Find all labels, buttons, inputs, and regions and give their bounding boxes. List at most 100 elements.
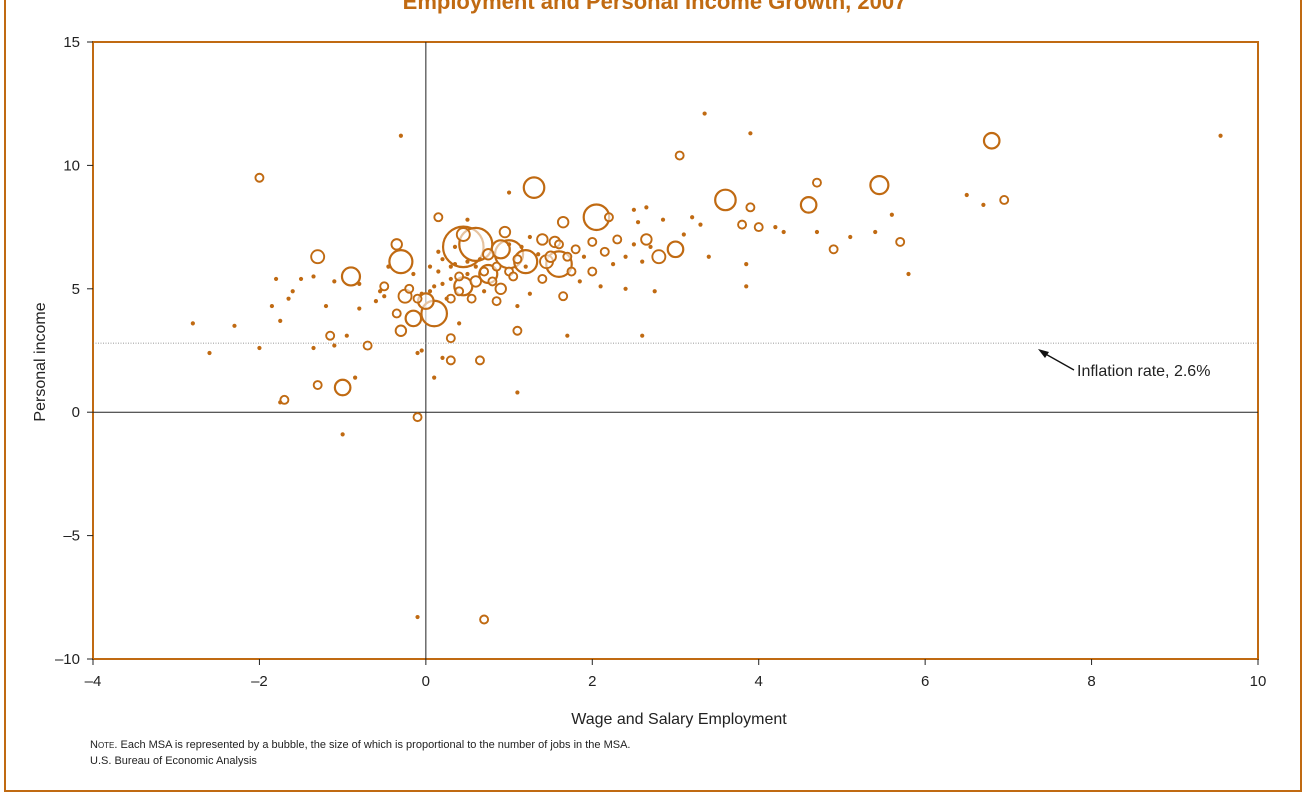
- scatter-chart: –4 –2 0 2 4 6 8 10 –10 –5 0 5 10 15 Wage and Salary E…: [32, 34, 1266, 728]
- bubble-layer: [190, 111, 1223, 625]
- msa-bubble: [312, 380, 323, 391]
- msa-bubble: [279, 394, 290, 405]
- msa-bubble: [310, 249, 326, 265]
- msa-bubble: [388, 249, 414, 275]
- plot-border: [92, 41, 1259, 660]
- msa-bubble: [427, 264, 433, 269]
- msa-bubble: [523, 264, 528, 269]
- msa-bubble: [744, 284, 749, 289]
- msa-bubble: [479, 266, 490, 277]
- msa-bubble: [562, 251, 573, 262]
- msa-bubble: [652, 289, 657, 294]
- msa-bubble: [474, 355, 485, 366]
- msa-bubble: [494, 282, 507, 295]
- msa-bubble: [382, 294, 387, 299]
- msa-bubble: [290, 289, 295, 294]
- msa-bubble: [623, 286, 628, 291]
- msa-bubble: [340, 266, 362, 287]
- annotation-arrowhead: [1038, 349, 1049, 358]
- msa-bubble: [278, 400, 283, 405]
- msa-bubble: [702, 111, 707, 116]
- annotation-arrow: [1041, 351, 1075, 371]
- msa-bubble: [432, 284, 437, 289]
- msa-bubble: [269, 303, 275, 309]
- msa-bubble: [610, 262, 616, 267]
- msa-bubble: [433, 212, 444, 223]
- msa-bubble: [445, 333, 456, 344]
- msa-bubble: [286, 296, 291, 301]
- msa-bubble: [353, 375, 358, 380]
- msa-bubble: [660, 217, 666, 222]
- x-tick-label: 2: [588, 673, 596, 690]
- msa-bubble: [190, 321, 195, 326]
- msa-bubble: [631, 207, 636, 212]
- msa-bubble: [465, 217, 470, 222]
- msa-bubble: [508, 271, 519, 282]
- msa-bubble: [254, 172, 265, 183]
- msa-bubble: [332, 343, 337, 348]
- tick-labels: –4 –2 0 2 4 6 8 10 –10 –5 0 5 10 15: [55, 34, 1266, 690]
- msa-bubble: [581, 254, 587, 259]
- msa-bubble: [515, 303, 520, 309]
- msa-bubble: [869, 175, 890, 196]
- msa-bubble: [873, 229, 878, 235]
- msa-bubble: [386, 264, 391, 269]
- y-tick-label: –5: [63, 528, 80, 545]
- msa-bubble: [452, 262, 458, 267]
- msa-bubble: [753, 222, 764, 233]
- msa-bubble: [444, 296, 449, 301]
- msa-bubble: [482, 248, 495, 261]
- msa-bubble: [419, 348, 424, 353]
- msa-bubble: [537, 273, 548, 284]
- inflation-annotation: Inflation rate, 2.6%: [1038, 349, 1210, 380]
- msa-bubble: [482, 289, 487, 294]
- x-tick-label: 4: [755, 673, 763, 690]
- msa-bubble: [964, 192, 969, 198]
- msa-bubble: [577, 279, 582, 284]
- msa-bubble: [848, 234, 853, 240]
- msa-bubble: [455, 227, 471, 242]
- msa-bubble: [828, 244, 839, 255]
- note-prefix: Note.: [90, 739, 118, 751]
- msa-bubble: [436, 249, 441, 254]
- msa-bubble: [333, 378, 352, 397]
- msa-bubble: [748, 131, 753, 136]
- msa-bubble: [587, 266, 598, 277]
- msa-bubble: [644, 205, 649, 210]
- msa-bubble: [556, 215, 570, 229]
- msa-bubble: [357, 281, 362, 286]
- msa-bubble: [373, 299, 379, 304]
- msa-bubble: [390, 238, 403, 251]
- msa-bubble: [536, 252, 541, 257]
- msa-bubble: [706, 254, 711, 259]
- msa-bubble: [357, 306, 362, 311]
- msa-bubble: [448, 264, 453, 269]
- msa-bubble: [448, 276, 453, 282]
- msa-bubble: [698, 222, 703, 227]
- msa-bubble: [651, 249, 667, 265]
- note-text: Each MSA is represented by a bubble, the…: [117, 739, 631, 751]
- msa-bubble: [566, 266, 577, 277]
- msa-bubble: [554, 239, 564, 250]
- msa-bubble: [536, 233, 549, 246]
- msa-bubble: [544, 250, 557, 263]
- msa-bubble: [440, 355, 445, 361]
- msa-bubble: [379, 281, 390, 292]
- source-line: U.S. Bureau of Economic Analysis: [90, 755, 257, 767]
- msa-bubble: [398, 133, 403, 138]
- msa-bubble: [404, 309, 423, 328]
- msa-bubble: [412, 293, 423, 304]
- msa-bubble: [666, 240, 685, 259]
- msa-bubble: [454, 286, 465, 297]
- msa-bubble: [612, 234, 623, 245]
- msa-bubble: [427, 289, 433, 294]
- msa-bubble: [895, 236, 906, 247]
- msa-bubble: [603, 212, 614, 223]
- msa-bubble: [445, 355, 456, 366]
- msa-bubble: [812, 177, 822, 188]
- x-axis-label: Wage and Salary Employment: [571, 711, 787, 728]
- x-tick-label: –4: [85, 673, 102, 690]
- x-tick-label: 10: [1250, 673, 1267, 690]
- y-tick-label: –10: [55, 651, 80, 668]
- msa-bubble: [432, 375, 437, 380]
